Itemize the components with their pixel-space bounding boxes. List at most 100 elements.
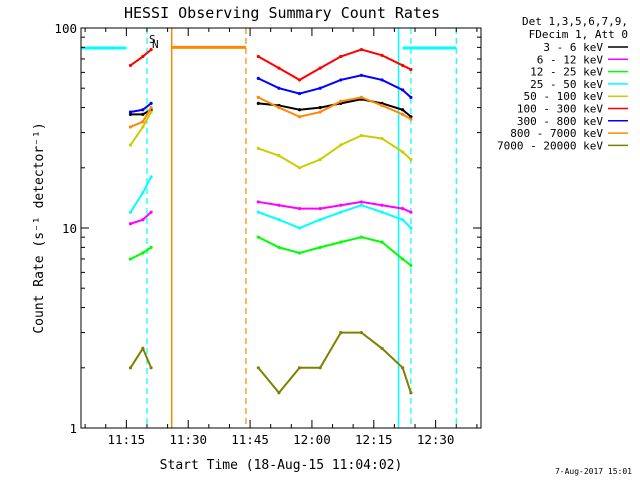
data-point [380,103,384,108]
data-point [409,95,413,99]
data-point [401,366,405,370]
series-line-1-0 [130,211,152,225]
data-point [149,110,153,114]
data-point [339,203,343,207]
data-point [318,110,322,114]
data-point [297,207,302,211]
series-line-7-1 [257,96,412,121]
data-point [256,101,260,105]
x-tick-label: 12:30 [417,432,455,447]
data-point [297,166,302,170]
x-tick-label: 11:45 [231,432,269,447]
legend-entry-label: 100 - 300 keV [517,103,603,116]
data-point [297,226,302,230]
series-line-3-1 [257,204,412,230]
data-point [277,391,281,395]
x-tick-label: 12:00 [293,432,331,447]
data-point [128,112,133,116]
x-tick-label: 11:30 [169,432,207,447]
data-point [318,207,322,211]
data-point [256,95,260,99]
data-point [297,91,302,96]
data-point [141,251,145,255]
legend: Det 1,3,5,6,7,9, FDecim 1, Att 0 3 - 6 k… [497,15,628,152]
data-point [297,251,302,255]
y-axis-label: Count Rate (s⁻¹ detector⁻¹) [32,122,47,333]
data-point [359,133,364,138]
data-point [277,203,281,207]
data-point [149,175,153,179]
data-point [359,47,364,52]
data-point [141,120,145,124]
legend-entry-label: 300 - 800 keV [517,115,603,128]
data-point [128,222,133,226]
data-point [380,203,384,207]
data-point [128,257,133,261]
legend-entry-label: 25 - 50 keV [530,78,603,91]
series-8 [128,330,413,395]
data-point [297,78,302,82]
data-point [149,210,153,214]
data-point [339,210,343,214]
data-point [380,346,384,351]
saa-marker-label: S [149,33,156,46]
data-point [256,366,260,370]
data-point [149,101,153,105]
x-axis: 11:15 11:30 11:45 12:00 12:15 12:30 [84,28,478,447]
y-tick-label: 100 [54,21,77,36]
y-tick-label: 1 [69,421,77,436]
data-point [409,117,413,121]
data-point [149,245,153,249]
legend-entry-label: 6 - 12 keV [537,53,604,66]
x-axis-label: Start Time (18-Aug-15 11:04:02) [160,458,403,473]
x-tick-label: 12:15 [355,432,393,447]
data-point [409,115,413,119]
legend-entry-label: 12 - 25 keV [530,66,603,79]
data-point [141,125,145,129]
data-point [339,330,343,335]
data-point [359,200,364,204]
data-point [359,73,364,77]
legend-entry-label: 50 - 100 keV [524,90,604,103]
data-point [401,112,405,116]
series-line-2-1 [257,236,412,267]
data-point [401,88,405,92]
data-point [256,54,260,59]
data-point [318,157,322,162]
data-point [409,67,413,72]
data-point [297,108,302,112]
series-line-6-1 [257,74,412,99]
series-line-5-1 [257,48,412,82]
y-axis: 1 10 100 [54,21,481,436]
series-line-5-0 [129,48,152,67]
legend-entry-label: 7000 - 20000 keV [497,139,603,152]
plot-area: SN [81,28,457,428]
data-point [359,330,364,335]
data-point [359,203,364,207]
footer-timestamp: 7-Aug-2017 15:01 [555,467,632,476]
series-line-8-1 [257,331,412,395]
data-point [318,245,322,249]
data-point [149,105,153,110]
data-point [401,150,405,154]
data-point [339,143,343,147]
series-2 [128,235,413,268]
series-4 [128,110,413,170]
data-point [380,78,384,82]
data-point [359,235,364,239]
series-line-1-1 [258,200,412,214]
series-1 [128,200,413,226]
series-3 [128,175,413,230]
legend-entry-label: 800 - 7000 keV [510,127,603,140]
data-point [277,86,281,90]
data-point [277,66,281,70]
data-point [401,108,405,112]
series-6 [128,73,413,114]
data-point [318,66,322,70]
data-point [149,366,153,370]
data-point [141,108,145,112]
legend-header-line-1: Det 1,3,5,6,7,9, [522,15,628,28]
data-point [277,105,281,110]
data-point [318,366,322,370]
series-7 [128,95,413,129]
